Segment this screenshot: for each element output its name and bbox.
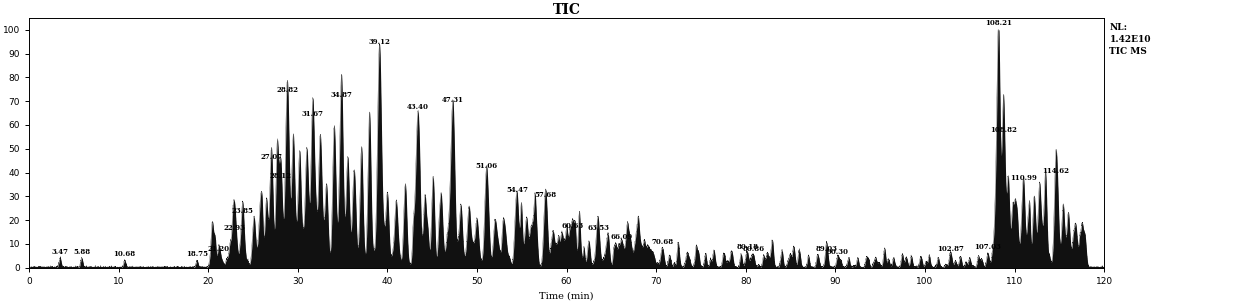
Text: 107.03: 107.03 [975, 243, 1001, 251]
Text: 108.21: 108.21 [985, 19, 1012, 28]
Text: 31.67: 31.67 [301, 110, 324, 118]
Text: 114.62: 114.62 [1043, 167, 1069, 175]
Text: NL:
1.42E10
TIC MS: NL: 1.42E10 TIC MS [1110, 23, 1151, 55]
Text: 60.63: 60.63 [562, 221, 583, 230]
Text: 57.68: 57.68 [534, 191, 557, 199]
Title: TIC: TIC [553, 3, 580, 17]
Text: 90.30: 90.30 [827, 248, 849, 256]
Text: 28.12: 28.12 [270, 172, 291, 180]
Text: 27.07: 27.07 [260, 153, 283, 161]
X-axis label: Time (min): Time (min) [539, 291, 594, 300]
Text: 39.12: 39.12 [368, 38, 391, 46]
Text: 18.75: 18.75 [186, 250, 208, 258]
Text: 21.20: 21.20 [208, 245, 229, 253]
Text: 108.82: 108.82 [991, 126, 1017, 135]
Text: 10.68: 10.68 [114, 250, 136, 258]
Text: 5.88: 5.88 [73, 248, 91, 256]
Text: 34.87: 34.87 [331, 91, 352, 99]
Text: 43.40: 43.40 [407, 103, 429, 111]
Text: 89.03: 89.03 [816, 245, 837, 253]
Text: 28.82: 28.82 [277, 86, 299, 94]
Text: 22.93: 22.93 [223, 224, 246, 232]
Text: 80.86: 80.86 [743, 245, 765, 253]
Text: 110.99: 110.99 [1009, 174, 1037, 182]
Text: 80.18: 80.18 [737, 243, 759, 251]
Text: 70.68: 70.68 [651, 238, 673, 246]
Text: 66.09: 66.09 [610, 234, 632, 241]
Text: 51.06: 51.06 [475, 162, 497, 170]
Text: 102.87: 102.87 [937, 245, 963, 253]
Text: 54.47: 54.47 [506, 186, 528, 194]
Text: 3.47: 3.47 [52, 248, 68, 256]
Text: 63.53: 63.53 [588, 224, 609, 232]
Text: 23.85: 23.85 [232, 207, 254, 215]
Text: 47.31: 47.31 [441, 95, 464, 104]
